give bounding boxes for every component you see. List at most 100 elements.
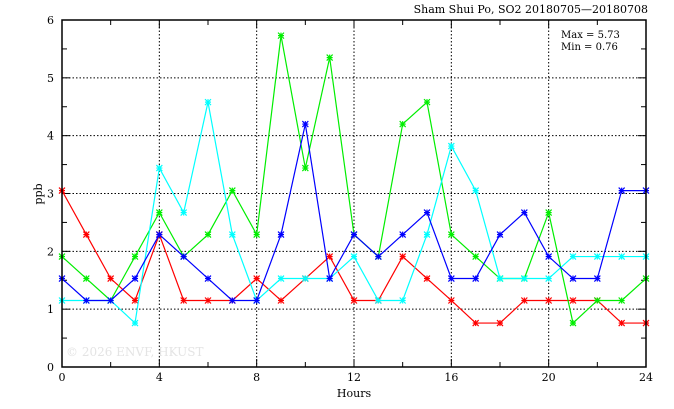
- data-point-green: [82, 275, 90, 282]
- data-point-cyan: [496, 275, 504, 282]
- data-point-red: [277, 297, 285, 304]
- data-point-red: [350, 297, 358, 304]
- data-point-blue: [82, 297, 90, 304]
- data-point-red: [545, 297, 553, 304]
- data-point-blue: [204, 275, 212, 282]
- data-point-blue: [569, 275, 577, 282]
- data-point-cyan: [350, 253, 358, 260]
- data-point-cyan: [204, 98, 212, 106]
- data-point-red: [399, 253, 407, 260]
- x-tick-label: 20: [542, 371, 556, 384]
- data-point-cyan: [399, 297, 407, 304]
- data-point-blue: [228, 297, 236, 304]
- data-point-blue: [131, 275, 139, 282]
- data-point-cyan: [423, 231, 431, 238]
- data-point-cyan: [618, 253, 626, 260]
- data-point-red: [472, 319, 480, 327]
- data-point-red: [447, 297, 455, 304]
- y-axis-label: ppb: [32, 183, 45, 204]
- x-tick-label: 0: [59, 371, 66, 384]
- data-point-blue: [253, 297, 261, 304]
- data-point-cyan: [447, 142, 455, 150]
- data-point-red: [253, 275, 261, 282]
- data-point-blue: [593, 275, 601, 282]
- data-point-green: [326, 54, 334, 62]
- data-point-blue: [496, 231, 504, 238]
- series-blue: [58, 120, 650, 304]
- data-point-green: [253, 231, 261, 238]
- data-point-blue: [374, 253, 382, 260]
- series-group: [58, 32, 650, 327]
- data-point-blue: [520, 209, 528, 217]
- x-tick-label: 4: [156, 371, 163, 384]
- x-tick-label: 12: [347, 371, 361, 384]
- data-point-green: [131, 253, 139, 260]
- data-point-cyan: [520, 275, 528, 282]
- x-tick-label: 24: [639, 371, 653, 384]
- data-point-blue: [399, 231, 407, 238]
- data-point-red: [204, 297, 212, 304]
- data-point-green: [204, 231, 212, 238]
- data-point-cyan: [301, 275, 309, 282]
- x-tick-label: 16: [444, 371, 458, 384]
- data-point-blue: [447, 275, 455, 282]
- chart-title: Sham Shui Po, SO2 20180705—20180708: [414, 3, 648, 16]
- data-point-cyan: [593, 253, 601, 260]
- y-tick-label: 5: [47, 72, 54, 85]
- data-point-green: [399, 120, 407, 128]
- y-tick-label: 6: [47, 14, 54, 27]
- data-point-green: [155, 209, 163, 217]
- data-point-blue: [472, 275, 480, 282]
- data-point-red: [131, 297, 139, 304]
- data-point-green: [545, 209, 553, 217]
- data-point-green: [423, 98, 431, 106]
- data-point-cyan: [228, 231, 236, 238]
- data-point-red: [82, 231, 90, 238]
- watermark: © 2026 ENVF, HKUST: [66, 345, 204, 359]
- data-point-blue: [326, 275, 334, 282]
- data-point-green: [277, 32, 285, 40]
- x-tick-label: 8: [253, 371, 260, 384]
- data-point-blue: [301, 120, 309, 128]
- plot-frame: [61, 19, 647, 368]
- data-point-blue: [155, 231, 163, 238]
- data-point-blue: [423, 209, 431, 217]
- data-point-green: [593, 297, 601, 304]
- y-tick-label: 1: [47, 303, 54, 316]
- data-point-green: [447, 231, 455, 238]
- data-point-green: [301, 164, 309, 172]
- data-point-green: [618, 297, 626, 304]
- data-point-cyan: [155, 164, 163, 172]
- data-point-blue: [107, 297, 115, 304]
- y-tick-label: 0: [47, 361, 54, 374]
- data-point-cyan: [131, 319, 139, 327]
- data-point-cyan: [545, 275, 553, 282]
- data-point-red: [423, 275, 431, 282]
- min-annotation: Min = 0.76: [561, 42, 618, 53]
- data-point-blue: [277, 231, 285, 238]
- max-annotation: Max = 5.73: [561, 30, 620, 41]
- data-point-red: [569, 297, 577, 304]
- grid: [62, 20, 646, 367]
- data-point-red: [496, 319, 504, 327]
- data-point-cyan: [472, 187, 480, 195]
- data-point-cyan: [277, 275, 285, 282]
- y-tick-label: 2: [47, 245, 54, 258]
- data-point-blue: [350, 231, 358, 238]
- series-cyan: [58, 98, 650, 327]
- data-point-red: [618, 319, 626, 327]
- y-tick-label: 3: [47, 188, 54, 201]
- data-point-cyan: [180, 209, 188, 217]
- data-point-blue: [180, 253, 188, 260]
- data-point-red: [180, 297, 188, 304]
- data-point-red: [107, 275, 115, 282]
- data-point-green: [472, 253, 480, 260]
- data-point-blue: [618, 187, 626, 195]
- data-point-blue: [545, 253, 553, 260]
- data-point-cyan: [374, 297, 382, 304]
- data-point-green: [228, 187, 236, 195]
- y-tick-label: 4: [47, 130, 54, 143]
- data-point-red: [326, 253, 334, 260]
